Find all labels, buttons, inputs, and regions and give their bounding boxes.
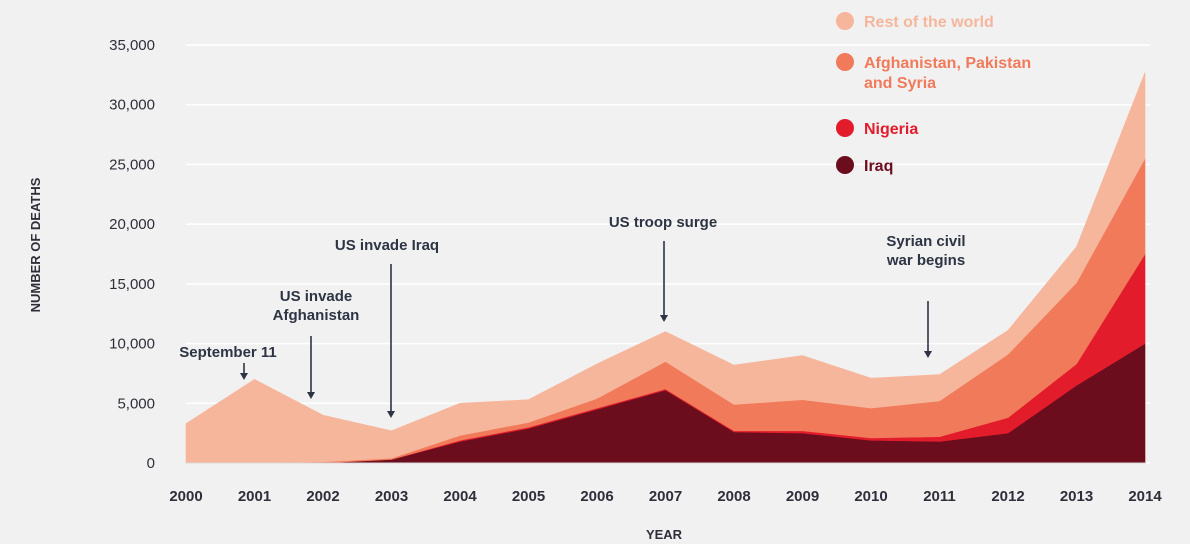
- legend-swatch: [836, 119, 854, 137]
- y-tick-label: 15,000: [109, 276, 155, 293]
- x-tick-label: 2014: [1128, 488, 1162, 505]
- x-tick-label: 2008: [717, 488, 750, 505]
- x-tick-label: 2009: [786, 488, 819, 505]
- x-tick-label: 2006: [580, 488, 613, 505]
- y-tick-label: 30,000: [109, 97, 155, 114]
- annotation-label: US invade Afghanistan: [273, 288, 360, 324]
- annotation-arrow-head: [307, 392, 315, 399]
- x-tick-label: 2012: [991, 488, 1024, 505]
- annotation-label: September 11: [179, 344, 277, 361]
- x-tick-label: 2005: [512, 488, 545, 505]
- legend-swatch: [836, 12, 854, 30]
- annotation-label: US invade Iraq: [335, 237, 439, 254]
- annotation-label: US troop surge: [609, 214, 717, 231]
- y-tick-label: 25,000: [109, 156, 155, 173]
- x-tick-label: 2001: [238, 488, 271, 505]
- x-tick-label: 2007: [649, 488, 682, 505]
- annotation-line: US invade Iraq: [335, 237, 439, 254]
- y-axis-title: NUMBER OF DEATHS: [28, 177, 43, 312]
- area-layers: [185, 72, 1146, 464]
- legend-label-line: Nigeria: [864, 121, 918, 138]
- annotation-arrow-head: [240, 373, 248, 380]
- annotation-line: September 11: [179, 344, 277, 361]
- y-tick-label: 20,000: [109, 216, 155, 233]
- legend-label: Iraq: [864, 158, 893, 175]
- legend-label-line: Rest of the world: [864, 14, 994, 31]
- legend-swatch: [836, 156, 854, 174]
- x-tick-label: 2003: [375, 488, 408, 505]
- x-tick-label: 2011: [923, 488, 956, 505]
- legend-label: Nigeria: [864, 121, 918, 138]
- x-tick-label: 2013: [1060, 488, 1093, 505]
- annotation-arrow-head: [924, 351, 932, 358]
- legend-swatch: [836, 53, 854, 71]
- x-tick-label: 2000: [169, 488, 202, 505]
- area-rest-of-the-world: [185, 72, 1146, 464]
- annotation-arrow-head: [387, 411, 395, 418]
- legend-label-line: and Syria: [864, 75, 936, 92]
- annotation-line: war begins: [886, 252, 965, 269]
- legend-label-line: Afghanistan, Pakistan: [864, 55, 1031, 72]
- legend-label: Afghanistan, Pakistan and Syria: [864, 55, 1031, 92]
- annotation-line: Syrian civil: [886, 233, 965, 250]
- x-tick-label: 2004: [443, 488, 477, 505]
- annotation-label: Syrian civil war begins: [886, 233, 966, 269]
- y-tick-label: 10,000: [109, 336, 155, 353]
- y-tick-label: 5,000: [117, 395, 155, 412]
- annotation-line: US invade: [280, 288, 353, 305]
- x-tick-label: 2002: [306, 488, 339, 505]
- y-tick-label: 35,000: [109, 37, 155, 54]
- annotation-arrow-head: [660, 315, 668, 322]
- y-tick-label: 0: [147, 455, 155, 472]
- x-axis-title: YEAR: [646, 527, 683, 542]
- x-tick-label: 2010: [854, 488, 887, 505]
- legend-label-line: Iraq: [864, 158, 893, 175]
- annotation-line: US troop surge: [609, 214, 717, 231]
- annotation-line: Afghanistan: [273, 307, 360, 324]
- legend-label: Rest of the world: [864, 14, 994, 31]
